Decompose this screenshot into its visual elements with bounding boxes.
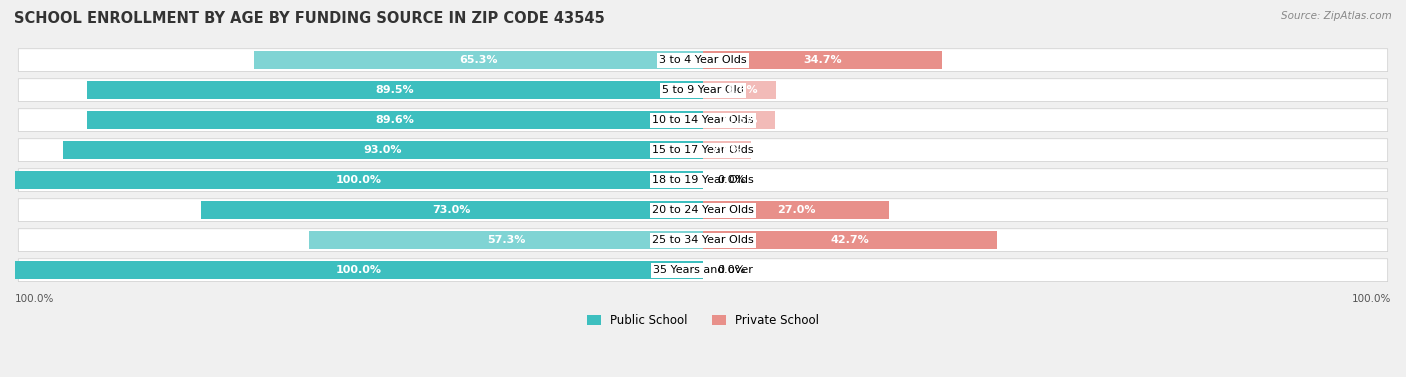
Bar — [87, 111, 703, 129]
Text: 100.0%: 100.0% — [336, 265, 382, 275]
Bar — [703, 141, 751, 159]
Bar — [201, 201, 703, 219]
Text: 0.0%: 0.0% — [717, 265, 745, 275]
Bar — [703, 111, 775, 129]
Text: 5 to 9 Year Old: 5 to 9 Year Old — [662, 85, 744, 95]
Text: 100.0%: 100.0% — [336, 175, 382, 185]
Text: 100.0%: 100.0% — [1351, 294, 1391, 303]
Text: 10.5%: 10.5% — [720, 115, 758, 125]
Text: Source: ZipAtlas.com: Source: ZipAtlas.com — [1281, 11, 1392, 21]
Text: 35 Years and over: 35 Years and over — [652, 265, 754, 275]
Text: 34.7%: 34.7% — [803, 55, 842, 65]
Text: 93.0%: 93.0% — [364, 145, 402, 155]
Bar — [703, 231, 997, 249]
Text: 100.0%: 100.0% — [15, 294, 55, 303]
Text: 89.5%: 89.5% — [375, 85, 415, 95]
Text: 57.3%: 57.3% — [486, 235, 524, 245]
Legend: Public School, Private School: Public School, Private School — [582, 310, 824, 332]
FancyBboxPatch shape — [18, 139, 1388, 162]
Bar — [703, 201, 889, 219]
Bar — [309, 231, 703, 249]
FancyBboxPatch shape — [18, 109, 1388, 132]
Text: 27.0%: 27.0% — [776, 205, 815, 215]
Text: 73.0%: 73.0% — [433, 205, 471, 215]
FancyBboxPatch shape — [18, 199, 1388, 222]
Text: 20 to 24 Year Olds: 20 to 24 Year Olds — [652, 205, 754, 215]
FancyBboxPatch shape — [18, 229, 1388, 251]
Bar — [15, 261, 703, 279]
Text: 10.6%: 10.6% — [720, 85, 759, 95]
FancyBboxPatch shape — [18, 169, 1388, 192]
Text: 25 to 34 Year Olds: 25 to 34 Year Olds — [652, 235, 754, 245]
Text: 10 to 14 Year Olds: 10 to 14 Year Olds — [652, 115, 754, 125]
Bar — [63, 141, 703, 159]
Text: 65.3%: 65.3% — [460, 55, 498, 65]
Bar — [253, 51, 703, 69]
Bar — [703, 81, 776, 99]
Text: 7.0%: 7.0% — [711, 145, 742, 155]
FancyBboxPatch shape — [18, 259, 1388, 282]
Text: 0.0%: 0.0% — [717, 175, 745, 185]
Text: 3 to 4 Year Olds: 3 to 4 Year Olds — [659, 55, 747, 65]
Bar — [87, 81, 703, 99]
Text: 15 to 17 Year Olds: 15 to 17 Year Olds — [652, 145, 754, 155]
Bar — [15, 171, 703, 189]
Text: 18 to 19 Year Olds: 18 to 19 Year Olds — [652, 175, 754, 185]
Text: 42.7%: 42.7% — [831, 235, 869, 245]
Text: SCHOOL ENROLLMENT BY AGE BY FUNDING SOURCE IN ZIP CODE 43545: SCHOOL ENROLLMENT BY AGE BY FUNDING SOUR… — [14, 11, 605, 26]
FancyBboxPatch shape — [18, 49, 1388, 72]
Text: 89.6%: 89.6% — [375, 115, 415, 125]
Bar — [703, 51, 942, 69]
FancyBboxPatch shape — [18, 79, 1388, 101]
